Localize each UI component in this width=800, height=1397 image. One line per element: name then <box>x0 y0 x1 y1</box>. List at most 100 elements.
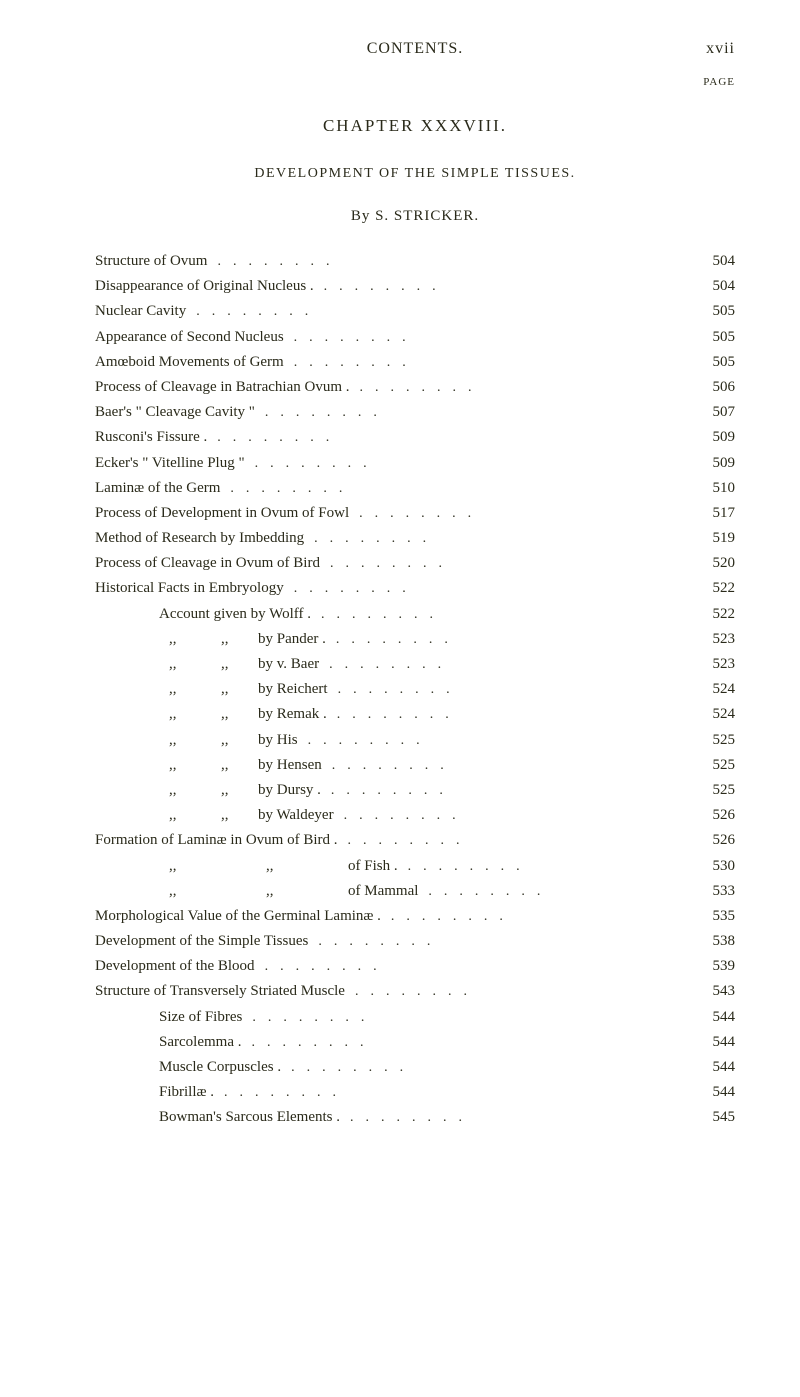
toc-row: ,, ,, by Dursy .........525 <box>95 778 735 803</box>
toc-page: 544 <box>699 1005 735 1030</box>
toc-leader: ........ <box>318 275 699 299</box>
toc-label: Process of Cleavage in Ovum of Bird <box>95 551 324 576</box>
toc-label: Account given by Wolff . <box>95 602 315 627</box>
toc-leader: ........ <box>211 426 699 450</box>
toc-label: Method of Research by Imbedding <box>95 526 308 551</box>
toc-page: 522 <box>699 602 735 627</box>
ditto-mark: ,, <box>221 652 243 677</box>
page-column-label: PAGE <box>95 76 735 88</box>
toc-label: ,, ,, by Hensen <box>95 753 326 778</box>
toc-leader: ........ <box>402 855 699 879</box>
author-prefix: By <box>351 208 375 224</box>
toc-page: 533 <box>699 879 735 904</box>
ditto-mark: ,, <box>169 728 191 753</box>
toc-label: Ecker's " Vitelline Plug " <box>95 451 249 476</box>
toc-page: 523 <box>699 652 735 677</box>
ditto-mark: ,, <box>169 753 191 778</box>
toc-row: Laminæ of the Germ........510 <box>95 476 735 501</box>
toc-page: 544 <box>699 1030 735 1055</box>
ditto-mark: ,, <box>221 627 243 652</box>
toc-row: Nuclear Cavity........505 <box>95 299 735 324</box>
toc-leader: ........ <box>332 678 699 702</box>
toc-label-text: of Fish . <box>348 858 398 874</box>
toc-row: Muscle Corpuscles .........544 <box>95 1055 735 1080</box>
toc-page: 506 <box>699 375 735 400</box>
toc-page: 520 <box>699 551 735 576</box>
toc-row: Historical Facts in Embryology........52… <box>95 576 735 601</box>
toc-leader: ........ <box>312 930 699 954</box>
toc-row: Structure of Ovum........504 <box>95 249 735 274</box>
toc-leader: ........ <box>331 703 699 727</box>
toc-leader: ........ <box>353 502 699 526</box>
toc-page: 524 <box>699 677 735 702</box>
toc-label: ,, ,, of Mammal <box>95 879 422 904</box>
toc-page: 510 <box>699 476 735 501</box>
toc-row: Development of the Simple Tissues.......… <box>95 929 735 954</box>
toc-label-text: of Mammal <box>348 883 418 899</box>
toc-label: Bowman's Sarcous Elements . <box>95 1105 344 1130</box>
toc-leader: ........ <box>323 653 699 677</box>
toc-label-text: by Pander . <box>258 631 326 647</box>
toc-row: Amœboid Movements of Germ........505 <box>95 350 735 375</box>
toc-row: ,, ,, by Remak .........524 <box>95 702 735 727</box>
toc-label: ,, ,, by His <box>95 728 302 753</box>
toc-page: 526 <box>699 803 735 828</box>
toc-page: 519 <box>699 526 735 551</box>
toc-label: Structure of Ovum <box>95 249 211 274</box>
running-header-left: CONTENTS. <box>95 40 735 58</box>
ditto-mark: ,, <box>169 627 191 652</box>
toc-page: 545 <box>699 1105 735 1130</box>
toc-label-text: by v. Baer <box>258 656 319 672</box>
toc-page: 524 <box>699 702 735 727</box>
toc-leader: ........ <box>211 250 699 274</box>
toc-leader: ........ <box>288 351 699 375</box>
author-line: By S. STRICKER. <box>95 208 735 225</box>
toc-page: 505 <box>699 299 735 324</box>
toc-page: 523 <box>699 627 735 652</box>
toc-row: Disappearance of Original Nucleus ......… <box>95 274 735 299</box>
toc-label: Morphological Value of the Germinal Lami… <box>95 904 385 929</box>
toc-label: ,, ,, by v. Baer <box>95 652 323 677</box>
ditto-mark: ,, <box>169 702 191 727</box>
toc-label: Formation of Laminæ in Ovum of Bird . <box>95 828 341 853</box>
toc-row: Formation of Laminæ in Ovum of Bird ....… <box>95 828 735 853</box>
toc-page: 522 <box>699 576 735 601</box>
toc-leader: ........ <box>246 1006 699 1030</box>
toc-label: Muscle Corpuscles . <box>95 1055 285 1080</box>
toc-leader: ........ <box>218 1081 699 1105</box>
toc-leader: ........ <box>245 1031 699 1055</box>
ditto-mark: ,, <box>169 803 191 828</box>
ditto-mark: ,, <box>221 677 243 702</box>
toc-row: Morphological Value of the Germinal Lami… <box>95 904 735 929</box>
toc-label: Size of Fibres <box>95 1005 246 1030</box>
toc-leader: ........ <box>302 729 699 753</box>
toc-leader: ........ <box>308 527 699 551</box>
toc-label: Structure of Transversely Striated Muscl… <box>95 979 349 1004</box>
toc-page: 525 <box>699 728 735 753</box>
author-name: S. STRICKER. <box>375 208 479 224</box>
toc-row: ,, ,, by Waldeyer........526 <box>95 803 735 828</box>
toc-leader: ........ <box>344 1106 699 1130</box>
ditto-mark: ,, <box>169 652 191 677</box>
toc-row: ,, ,, by Reichert........524 <box>95 677 735 702</box>
chapter-title: CHAPTER XXXVIII. <box>95 116 735 136</box>
toc-page: 544 <box>699 1080 735 1105</box>
toc-page: 517 <box>699 501 735 526</box>
toc-leader: ........ <box>349 980 699 1004</box>
toc-leader: ........ <box>259 955 699 979</box>
toc-row: Fibrillæ .........544 <box>95 1080 735 1105</box>
toc-page: 504 <box>699 274 735 299</box>
toc-leader: ........ <box>338 804 699 828</box>
toc-row: ,, ,, of Mammal........533 <box>95 879 735 904</box>
toc-page: 525 <box>699 778 735 803</box>
ditto-mark: ,, <box>169 879 191 904</box>
toc-row: Process of Cleavage in Batrachian Ovum .… <box>95 375 735 400</box>
running-header: CONTENTS. xvii <box>95 40 735 58</box>
toc-page: 525 <box>699 753 735 778</box>
toc-row: Structure of Transversely Striated Muscl… <box>95 979 735 1004</box>
toc-page: 509 <box>699 451 735 476</box>
toc-row: Baer's " Cleavage Cavity "........507 <box>95 400 735 425</box>
toc-page: 535 <box>699 904 735 929</box>
toc-label: ,, ,, by Pander . <box>95 627 330 652</box>
toc-row: ,, ,, by Hensen........525 <box>95 753 735 778</box>
